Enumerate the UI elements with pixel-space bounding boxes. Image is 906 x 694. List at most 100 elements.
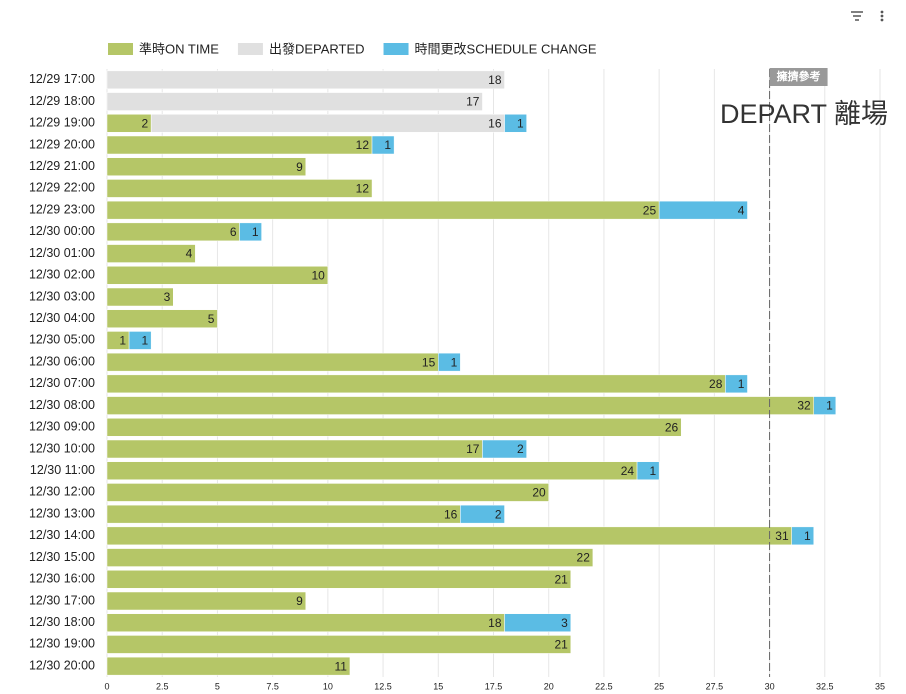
- y-tick-label: 12/30 10:00: [29, 441, 95, 455]
- data-label: 1: [517, 116, 524, 130]
- bar-segment: [106, 613, 505, 632]
- bar-segment: [460, 504, 505, 524]
- data-label: 1: [141, 334, 148, 348]
- data-label: 3: [561, 616, 568, 630]
- x-tick-label: 7.5: [266, 681, 279, 691]
- bar-segment: [106, 352, 439, 372]
- y-tick-label: 12/30 12:00: [29, 485, 95, 499]
- data-label: 4: [186, 247, 193, 261]
- y-tick-label: 12/30 19:00: [29, 637, 95, 651]
- bar-segment: [106, 244, 196, 263]
- y-tick-label: 12/30 13:00: [29, 506, 95, 520]
- data-label: 21: [554, 572, 568, 586]
- y-tick-label: 12/29 17:00: [29, 72, 95, 86]
- data-label: 9: [296, 594, 303, 608]
- x-tick-label: 35: [875, 681, 885, 691]
- x-tick-label: 15: [433, 681, 443, 691]
- bar-segment: [106, 92, 483, 111]
- x-tick-label: 20: [544, 681, 554, 691]
- bar-segment: [636, 461, 660, 480]
- legend-label: 準時ON TIME: [139, 41, 219, 56]
- data-label: 3: [164, 290, 171, 304]
- data-label: 1: [252, 225, 259, 239]
- data-label: 26: [665, 420, 679, 434]
- y-tick-label: 12/29 20:00: [29, 137, 95, 151]
- bar-segment: [504, 114, 527, 133]
- y-tick-label: 12/29 22:00: [29, 181, 95, 195]
- x-tick-label: 30: [765, 681, 775, 691]
- data-label: 31: [775, 529, 789, 543]
- data-label: 32: [797, 399, 811, 413]
- data-label: 16: [444, 507, 458, 521]
- data-label: 1: [826, 399, 833, 413]
- y-tick-label: 12/30 07:00: [29, 376, 95, 390]
- y-tick-label: 12/30 06:00: [29, 354, 95, 368]
- data-label: 9: [296, 160, 303, 174]
- data-label: 4: [738, 203, 745, 217]
- bar-segment: [150, 114, 505, 133]
- data-label: 2: [517, 442, 524, 456]
- y-tick-label: 12/30 11:00: [30, 463, 95, 477]
- bar-segment: [106, 504, 461, 524]
- data-label: 12: [356, 138, 370, 152]
- data-label: 10: [311, 268, 325, 282]
- y-tick-label: 12/30 14:00: [29, 528, 95, 542]
- data-label: 17: [466, 442, 480, 456]
- data-label: 28: [709, 377, 723, 391]
- y-tick-label: 12/30 02:00: [29, 268, 95, 282]
- data-label: 22: [577, 551, 591, 565]
- annotation: DEPART 離場: [720, 99, 888, 129]
- bar-segment: [106, 548, 594, 567]
- data-label: 2: [495, 507, 502, 521]
- bar-segment: [239, 222, 262, 242]
- x-tick-label: 0: [104, 681, 109, 691]
- bar-segment: [106, 483, 549, 502]
- bar-segment: [482, 439, 527, 459]
- menu-icon[interactable]: [880, 10, 884, 22]
- data-label: 2: [141, 116, 148, 130]
- y-tick-label: 12/29 19:00: [29, 116, 95, 130]
- bar-segment: [106, 526, 792, 546]
- bar-segment: [106, 591, 307, 611]
- data-label: 1: [384, 138, 391, 152]
- x-tick-label: 22.5: [595, 681, 613, 691]
- y-tick-label: 12/29 18:00: [29, 94, 95, 108]
- bar-segment: [791, 526, 814, 546]
- bar-segment: [371, 135, 395, 155]
- x-tick-label: 25: [654, 681, 664, 691]
- bar-segment: [106, 135, 373, 155]
- x-tick-label: 10: [323, 681, 333, 691]
- data-label: 1: [649, 464, 656, 478]
- bar-segment: [106, 309, 218, 328]
- bar-segment: [106, 418, 682, 437]
- bar-segment: [813, 396, 837, 415]
- bar-segment: [128, 331, 152, 350]
- y-tick-label: 12/29 21:00: [29, 159, 95, 173]
- y-tick-label: 12/30 09:00: [29, 420, 95, 434]
- filter-icon[interactable]: [851, 11, 863, 21]
- x-tick-label: 32.5: [816, 681, 834, 691]
- x-tick-label: 5: [215, 681, 220, 691]
- x-tick-label: 27.5: [706, 681, 724, 691]
- x-tick-label: 12.5: [374, 681, 392, 691]
- y-tick-label: 12/30 17:00: [29, 593, 95, 607]
- bar-segment: [106, 374, 726, 394]
- data-label: 1: [119, 334, 126, 348]
- data-label: 21: [554, 638, 568, 652]
- y-tick-label: 12/30 03:00: [29, 289, 95, 303]
- y-tick-label: 12/29 23:00: [29, 202, 95, 216]
- bar-segment: [106, 439, 483, 459]
- bar-segment: [106, 635, 572, 654]
- data-label: 1: [804, 529, 811, 543]
- y-tick-label: 12/30 16:00: [29, 572, 95, 586]
- bar-segment: [106, 222, 240, 242]
- y-tick-label: 12/30 08:00: [29, 398, 95, 412]
- bar-segment: [106, 179, 373, 198]
- data-label: 17: [466, 95, 480, 109]
- legend-swatch: [383, 43, 409, 55]
- data-label: 15: [422, 355, 436, 369]
- data-label: 18: [488, 616, 502, 630]
- bar-segment: [106, 70, 505, 90]
- y-tick-label: 12/30 05:00: [29, 333, 95, 347]
